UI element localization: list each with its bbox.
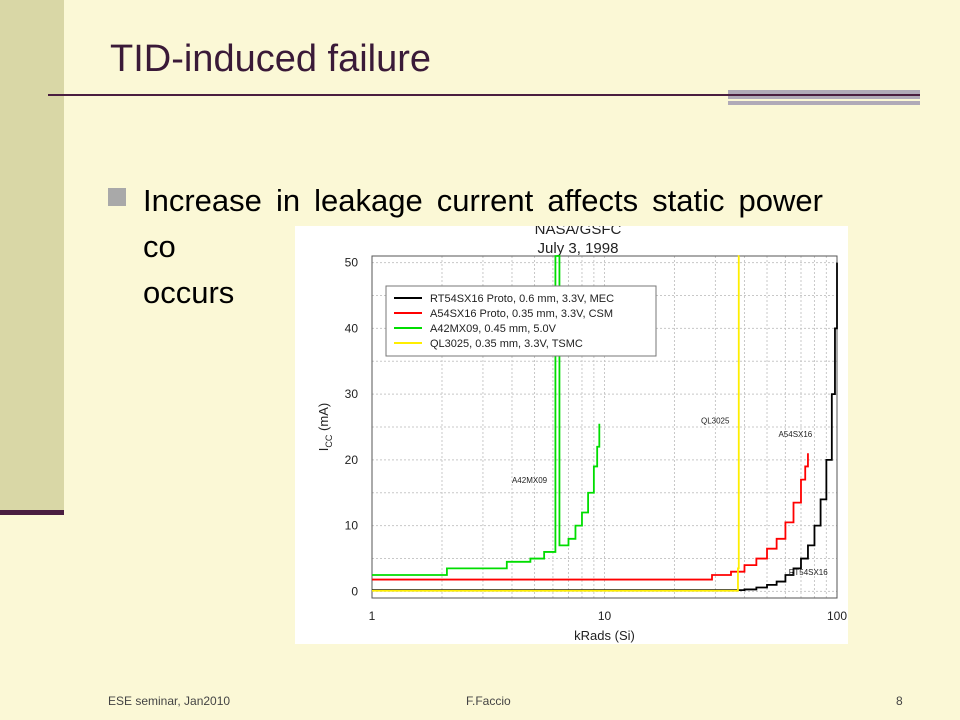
- series-annotation: A42MX09: [512, 476, 548, 485]
- y-tick-label: 50: [345, 256, 359, 270]
- chart-title: NASA/GSFC: [535, 226, 622, 238]
- plot-frame: [371, 255, 838, 599]
- series-annotation: A54SX16: [778, 430, 812, 439]
- y-tick-label: 30: [345, 387, 359, 401]
- y-axis-label: ICC (mA): [316, 403, 334, 451]
- x-tick-label: 10: [598, 609, 612, 623]
- legend-entry: QL3025, 0.35 mm, 3.3V, TSMC: [430, 338, 583, 350]
- bullet-marker: [108, 188, 126, 206]
- left-decor-bar: [0, 0, 64, 510]
- legend-entry: A54SX16 Proto, 0.35 mm, 3.3V, CSM: [430, 308, 613, 320]
- page-number: 8: [896, 694, 903, 708]
- x-tick-label: 1: [369, 609, 376, 623]
- slide-title: TID-induced failure: [110, 38, 432, 80]
- y-tick-label: 20: [345, 453, 359, 467]
- x-axis-label: kRads (Si): [574, 628, 635, 643]
- title-rule-accent: [728, 90, 920, 106]
- series-line-4: [372, 255, 740, 592]
- series-line-2: [372, 453, 809, 581]
- bullet-text: Increase in leakage current affects stat…: [143, 178, 823, 316]
- left-decor-line: [0, 510, 64, 515]
- y-tick-label: 10: [345, 519, 359, 533]
- legend-entry: A42MX09, 0.45 mm, 5.0V: [430, 323, 557, 335]
- bullet-text-main: Increase in leakage current affects stat…: [143, 183, 823, 264]
- series-line-1: [372, 262, 838, 592]
- y-tick-label: 0: [351, 584, 358, 598]
- series-line-3: [372, 255, 601, 576]
- bullet-text-line3: occurs: [143, 275, 235, 310]
- legend-entry: RT54SX16 Proto, 0.6 mm, 3.3V, MEC: [430, 293, 614, 305]
- footer-center: F.Faccio: [466, 694, 511, 708]
- series-annotation: QL3025: [701, 417, 730, 426]
- legend-box: [385, 285, 657, 357]
- chart-subtitle: July 3, 1998: [538, 240, 619, 257]
- chart-panel: NASA/GSFC July 3, 1998 0 10 20 30 40 50 1 10 100 kR…: [295, 221, 848, 644]
- title-rule: [48, 94, 920, 96]
- y-tick-label: 40: [345, 321, 359, 335]
- icc-vs-dose-chart: NASA/GSFC July 3, 1998 0 10 20 30 40 50 1 10 100 kR…: [316, 221, 847, 643]
- footer-left: ESE seminar, Jan2010: [108, 694, 231, 708]
- x-tick-label: 100: [827, 609, 847, 623]
- series-annotation: RT54SX16: [789, 568, 829, 577]
